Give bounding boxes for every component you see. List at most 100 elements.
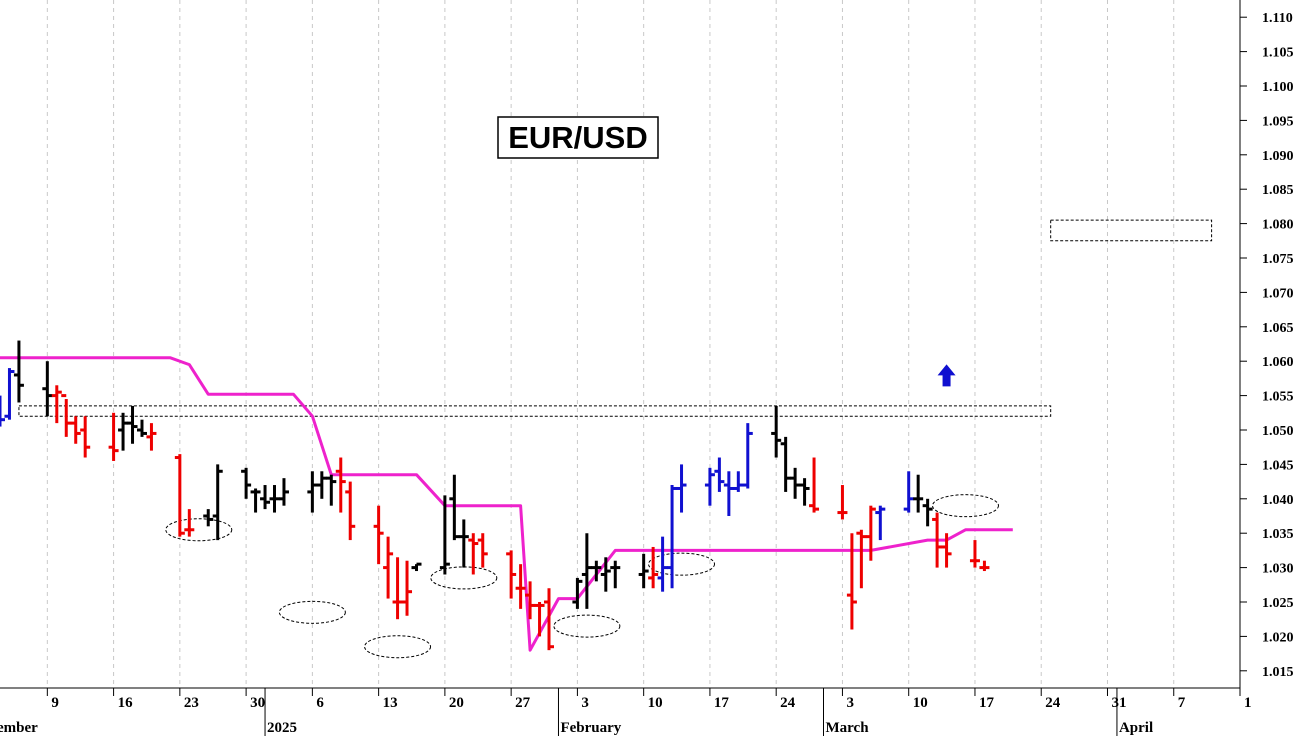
y-tick-label: 1.070 [1262, 286, 1294, 301]
low-ellipse [648, 552, 716, 576]
ohlc-bar [865, 505, 876, 561]
ohlc-bar [676, 464, 687, 513]
ohlc-bar [837, 485, 848, 520]
chart-title-group: EUR/USD [497, 116, 659, 159]
y-tick-label: 1.110 [1262, 11, 1293, 26]
stop-line [0, 356, 1013, 652]
x-tick-label: 17 [714, 695, 730, 711]
ohlc-bar [856, 529, 867, 589]
ohlc-bar [4, 368, 15, 420]
low-ellipse [278, 600, 346, 624]
low-ellipse [165, 518, 233, 542]
x-tick-label: 3 [846, 695, 854, 711]
y-tick-label: 1.035 [1262, 527, 1294, 542]
ohlc-bar [212, 464, 223, 541]
x-tick-label: 17 [979, 695, 995, 711]
y-tick-label: 1.055 [1262, 390, 1294, 405]
ohlc-bar [638, 553, 649, 589]
ohlc-bar [402, 560, 413, 616]
x-tick-label: 24 [1045, 695, 1061, 711]
ohlc-bar [714, 457, 725, 492]
ohlc-bar [42, 361, 53, 417]
ohlc-bar [477, 533, 488, 568]
y-tick-label: 1.020 [1262, 630, 1294, 645]
ohlc-bar [704, 467, 715, 506]
x-tick-label: 1 [1244, 695, 1252, 711]
ohlc-bar [809, 457, 820, 513]
x-tick-label: 10 [913, 695, 928, 711]
ohlc-bar [771, 405, 782, 458]
month-label: April [1119, 720, 1153, 736]
x-tick-label: 3 [581, 695, 589, 711]
low-ellipse [553, 614, 621, 638]
ohlc-bar [136, 419, 147, 437]
ohlc-bar [846, 533, 857, 630]
low-ellipse [931, 494, 999, 518]
chart-title: EUR/USD [508, 120, 648, 155]
ohlc-bar [392, 557, 403, 620]
y-tick-label: 1.100 [1262, 80, 1294, 95]
y-tick-label: 1.095 [1262, 114, 1294, 129]
low-ellipse [364, 635, 432, 659]
month-label: 2025 [267, 720, 297, 736]
chart-title-frame [497, 116, 659, 159]
ohlc-bar [278, 478, 289, 506]
ohlc-bar [118, 412, 129, 451]
support-box [18, 405, 1052, 417]
ohlc-bar [468, 533, 479, 575]
ohlc-bar [932, 512, 943, 568]
ohlc-bar [790, 467, 801, 499]
ohlc-bar [667, 485, 678, 589]
stop-line-layer [0, 356, 1013, 652]
ohlc-bar [307, 471, 318, 513]
month-label: March [826, 720, 870, 736]
y-tick-label: 1.045 [1262, 458, 1294, 473]
ohlc-bar [449, 474, 460, 541]
ohlc-bar [657, 536, 668, 592]
ohlc-bar [572, 577, 583, 609]
support-box-layer [18, 219, 1213, 417]
ohlc-bar [875, 505, 886, 541]
y-tick-label: 1.040 [1262, 493, 1294, 508]
x-tick-label: 10 [648, 695, 663, 711]
ohlc-bar [458, 519, 469, 568]
ohlc-bar [600, 557, 611, 592]
ohlc-bar [581, 533, 592, 609]
ohlc-bar [903, 471, 914, 513]
x-tick-label: 27 [515, 695, 531, 711]
ohlc-bar [742, 423, 753, 489]
x-tick-label: 31 [1111, 695, 1126, 711]
ohlc-bar [250, 488, 261, 513]
ohlc-bar [780, 436, 791, 492]
x-tick-label: 16 [118, 695, 134, 711]
x-tick-label: 30 [250, 695, 265, 711]
ohlc-bar [146, 423, 157, 451]
y-tick-label: 1.090 [1262, 149, 1294, 164]
ohlc-bar [525, 581, 536, 620]
ohlc-bar [184, 509, 195, 537]
ohlc-bar [534, 602, 545, 637]
ohlc-bar [969, 540, 980, 568]
y-tick-label: 1.085 [1262, 183, 1294, 198]
ohlc-bar [13, 340, 24, 403]
ohlc-bar [733, 471, 744, 492]
y-tick-label: 1.060 [1262, 355, 1294, 370]
ohlc-bar [799, 478, 810, 506]
ohlc-bar [515, 564, 526, 609]
ohlc-bar [610, 560, 621, 589]
up-arrow-icon [937, 364, 956, 387]
ohlc-bar [544, 588, 555, 651]
y-tick-label: 1.080 [1262, 218, 1294, 233]
ohlc-bar [269, 485, 280, 513]
ohlc-bar [383, 536, 394, 599]
month-label: February [560, 720, 621, 736]
y-tick-label: 1.065 [1262, 321, 1294, 336]
low-ellipse [430, 566, 498, 590]
ohlc-bar [439, 495, 450, 575]
ohlc-bar [506, 550, 517, 599]
ohlc-bar [335, 457, 346, 513]
support-box [1050, 219, 1213, 242]
